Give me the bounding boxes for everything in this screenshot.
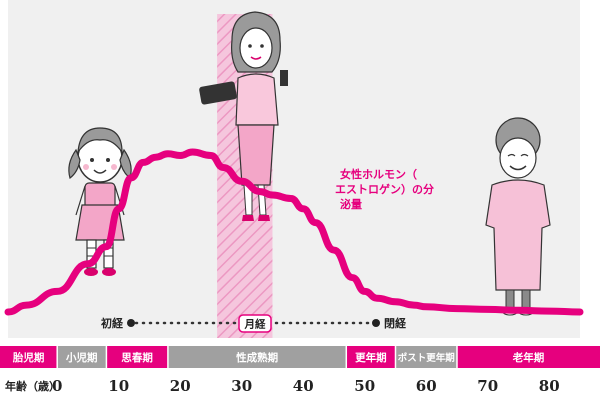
life-stage-segment	[346, 346, 396, 368]
life-stage-segment	[395, 346, 457, 368]
life-stage-segment	[167, 346, 347, 368]
menarche-dot	[127, 319, 135, 327]
x-tick-label: 60	[416, 377, 437, 395]
age-axis: 0 10 20 30 40 50 60 70 80	[52, 377, 560, 395]
x-tick-label: 40	[293, 377, 314, 395]
hormone-label: 女性ホルモン（	[340, 167, 417, 181]
menopause-dot	[372, 319, 380, 327]
life-stage-label: 思春期	[121, 351, 153, 364]
menopause-label: 閉経	[384, 316, 407, 330]
estrogen-curve	[4, 148, 584, 316]
x-tick-label: 0	[52, 377, 62, 395]
life-stage-label: 老年期	[512, 351, 545, 364]
life-stage-segment	[57, 346, 107, 368]
x-tick-label: 30	[231, 377, 252, 395]
menarche-label: 初経	[101, 316, 124, 330]
child-figure	[68, 127, 132, 276]
life-stage-label: 更年期	[355, 351, 387, 364]
life-stage-segment	[106, 346, 168, 368]
life-stage-segment	[456, 346, 600, 368]
life-stage-label: 胎児期	[12, 351, 45, 364]
x-tick-label: 80	[539, 377, 560, 395]
menstruation-label: 月経	[244, 318, 266, 331]
life-stage-label: ポスト更年期	[398, 352, 455, 364]
x-tick-label: 20	[170, 377, 191, 395]
life-stage-bar: 胎児期 小児期 思春期 性成熟期 更年期 ポスト更年期 老年期	[0, 346, 600, 368]
life-stage-label: 小児期	[65, 351, 98, 364]
x-tick-label: 10	[108, 377, 129, 395]
hormone-label-line2: エストロゲン）の分	[335, 182, 434, 196]
woman-figure	[199, 11, 288, 221]
life-stage-label: 性成熟期	[236, 351, 278, 364]
life-stage-segment	[0, 346, 58, 368]
x-tick-label: 50	[354, 377, 375, 395]
x-tick-label: 70	[477, 377, 498, 395]
x-axis-label: 年齢（歳）	[5, 379, 60, 393]
menstruation-badge	[238, 314, 272, 333]
hormone-label-line3: 泌量	[340, 197, 362, 211]
